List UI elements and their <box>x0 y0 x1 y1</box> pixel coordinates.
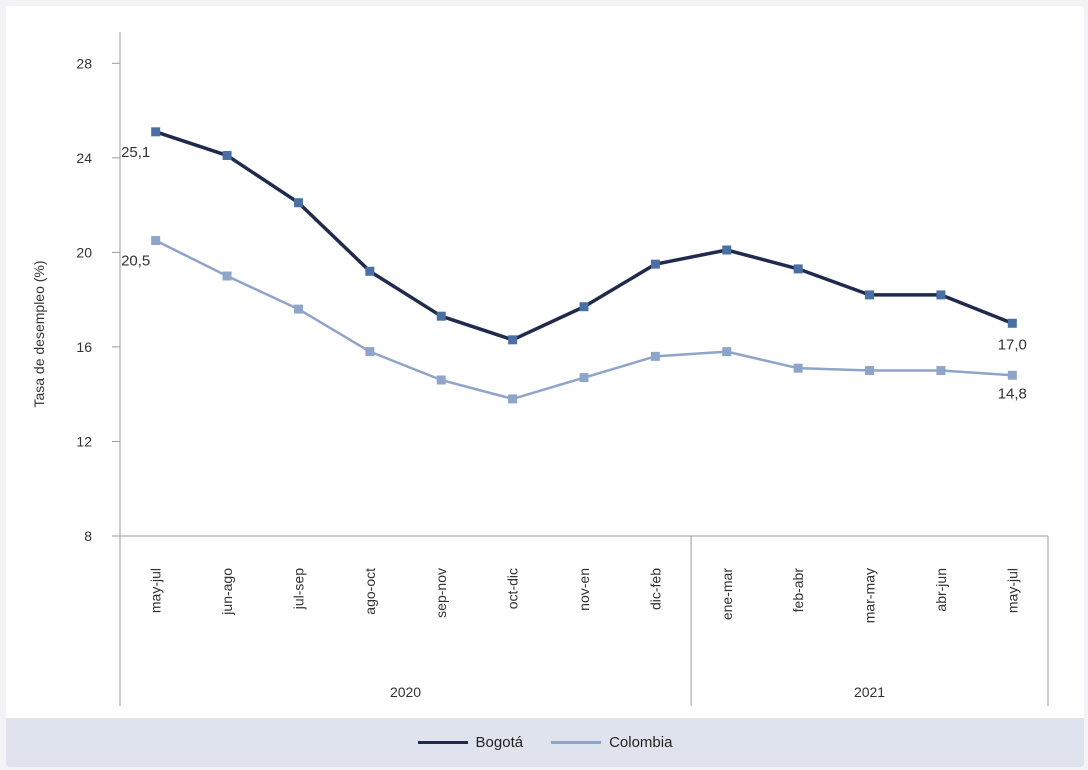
x-tick-label: jul-sep <box>290 568 306 610</box>
y-tick-label: 24 <box>76 150 92 166</box>
data-point <box>436 375 446 385</box>
data-label: 17,0 <box>998 336 1027 353</box>
y-axis-title: Tasa de desempleo (%) <box>31 260 47 407</box>
x-tick-label: dic-feb <box>647 568 663 610</box>
y-tick-label: 20 <box>76 244 92 260</box>
data-point <box>793 264 803 274</box>
data-point <box>722 245 732 255</box>
x-tick-label: ago-oct <box>362 568 378 615</box>
data-point <box>365 347 375 357</box>
line-chart: 8 12 16 20 24 28 Tasa de desempleo (%) may-jul j… <box>31 32 1049 706</box>
y-tick-label: 28 <box>76 55 92 71</box>
data-point <box>722 347 732 357</box>
data-point <box>579 373 589 383</box>
x-tick-label: may-jul <box>148 568 164 613</box>
data-point <box>151 127 161 137</box>
data-point <box>865 290 875 300</box>
x-tick-label: nov-en <box>576 568 592 611</box>
data-label: 25,1 <box>121 144 150 161</box>
legend-item-bogota: Bogotá <box>417 734 524 751</box>
chart-legend: Bogotá Colombia <box>6 718 1084 767</box>
x-tick-label: feb-abr <box>790 568 806 613</box>
x-tick-label: mar-may <box>862 568 878 623</box>
data-point <box>293 198 303 208</box>
data-point <box>508 335 518 345</box>
data-point <box>793 363 803 373</box>
y-tick-label: 16 <box>76 339 92 355</box>
legend-swatch-bogota <box>417 741 468 744</box>
y-tick-label: 12 <box>76 433 92 449</box>
data-point <box>936 366 946 376</box>
data-label: 20,5 <box>121 253 150 270</box>
data-point <box>1007 318 1017 328</box>
chart-card: 8 12 16 20 24 28 Tasa de desempleo (%) may-jul j… <box>6 6 1084 767</box>
x-tick-label: sep-nov <box>433 568 449 618</box>
data-point <box>436 311 446 321</box>
legend-label-bogota: Bogotá <box>475 734 524 751</box>
y-tick-label: 8 <box>84 528 92 544</box>
data-label: 14,8 <box>998 385 1027 402</box>
data-point <box>222 271 232 281</box>
data-point <box>222 150 232 160</box>
data-point <box>936 290 946 300</box>
data-point <box>151 236 161 246</box>
group-label: 2021 <box>854 684 885 700</box>
group-label: 2020 <box>390 684 421 700</box>
data-point <box>293 304 303 314</box>
x-tick-label: ene-mar <box>719 568 735 620</box>
legend-label-colombia: Colombia <box>609 734 673 751</box>
x-tick-label: oct-dic <box>505 568 521 609</box>
data-point <box>579 302 589 312</box>
data-point <box>865 366 875 376</box>
legend-swatch-colombia <box>551 741 602 744</box>
data-point <box>650 259 660 269</box>
data-point <box>650 351 660 361</box>
data-point <box>365 266 375 276</box>
x-tick-label: may-jul <box>1004 568 1020 613</box>
data-point <box>508 394 518 404</box>
x-tick-label: abr-jun <box>933 568 949 612</box>
data-point <box>1007 370 1017 380</box>
legend-item-colombia: Colombia <box>551 734 672 751</box>
x-tick-label: jun-ago <box>219 568 235 616</box>
